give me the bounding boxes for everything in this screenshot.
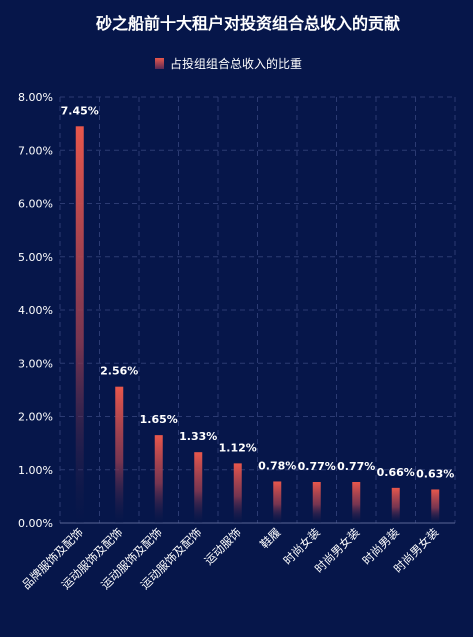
bar[interactable] (391, 487, 400, 523)
y-tick-label: 3.00% (18, 357, 53, 370)
y-tick-label: 0.00% (18, 517, 53, 530)
data-label: 7.45% (61, 104, 99, 117)
data-label: 1.65% (140, 413, 178, 426)
data-label: 1.12% (219, 441, 257, 454)
bar[interactable] (154, 435, 163, 523)
legend-swatch (155, 58, 164, 69)
y-tick-label: 1.00% (18, 464, 53, 477)
data-label: 0.78% (258, 459, 296, 472)
bar[interactable] (312, 481, 321, 523)
bar[interactable] (352, 481, 361, 523)
x-tick-label: 运动服饰 (201, 525, 243, 567)
y-tick-label: 5.00% (18, 251, 53, 264)
y-tick-label: 2.00% (18, 411, 53, 424)
legend-label: 占投组组合总收入的比重 (170, 56, 302, 71)
bar[interactable] (75, 126, 84, 523)
data-label: 0.77% (298, 460, 336, 473)
data-label: 0.66% (377, 466, 415, 479)
legend[interactable]: 占投组组合总收入的比重 (155, 56, 302, 71)
bar[interactable] (431, 489, 440, 523)
y-tick-label: 4.00% (18, 304, 53, 317)
x-tick-label: 鞋履 (257, 525, 284, 552)
y-tick-label: 8.00% (18, 91, 53, 104)
data-labels: 7.45%2.56%1.65%1.33%1.12%0.78% 0.77% 0.77%… (61, 104, 455, 480)
grid (59, 96, 456, 523)
bar[interactable] (233, 463, 242, 523)
bar[interactable] (273, 481, 282, 523)
data-label: 1.33% (179, 430, 217, 443)
data-label: 2.56% (100, 365, 138, 378)
bars (75, 126, 440, 523)
y-tick-label: 6.00% (18, 198, 53, 211)
y-axis: 0.00% 1.00% 2.00% 3.00% 4.00% 5.00% 6.00% 7.00%… (18, 91, 455, 530)
bar[interactable] (194, 452, 203, 523)
chart-title: 砂之船前十大租户对投资组合总收入的贡献 (96, 14, 400, 33)
y-tick-label: 7.00% (18, 144, 53, 157)
data-label: 0.77% (337, 460, 375, 473)
bar[interactable] (115, 386, 124, 523)
data-label: 0.63% (416, 467, 454, 480)
